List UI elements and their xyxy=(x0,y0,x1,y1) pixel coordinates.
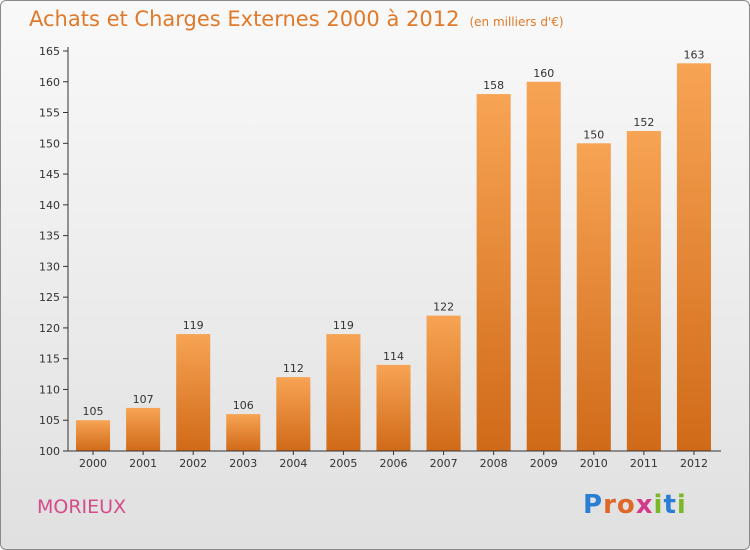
value-label-2004: 112 xyxy=(283,362,304,375)
bar-2010 xyxy=(576,143,611,451)
y-tick-label-150: 150 xyxy=(39,137,60,150)
logo-letter-2: o xyxy=(616,490,636,520)
chart-title: Achats et Charges Externes 2000 à 2012 (e… xyxy=(29,7,564,31)
x-tick-label-2003: 2003 xyxy=(229,457,257,470)
value-label-2006: 114 xyxy=(383,350,404,363)
y-tick-label-135: 135 xyxy=(39,230,60,243)
bar-2000 xyxy=(76,420,111,451)
labels-group: 105 2000 107 2001 119 2002 106 2003 112 2004 119 20… xyxy=(39,45,708,470)
y-tick-label-160: 160 xyxy=(39,76,60,89)
bar-2012 xyxy=(676,63,711,452)
x-tick-label-2005: 2005 xyxy=(329,457,357,470)
value-label-2005: 119 xyxy=(333,319,354,332)
value-label-2003: 106 xyxy=(233,399,254,412)
bar-2006 xyxy=(376,364,411,451)
y-tick-label-125: 125 xyxy=(39,291,60,304)
x-tick-label-2009: 2009 xyxy=(530,457,558,470)
value-label-2007: 122 xyxy=(433,301,454,314)
logo-letter-1: r xyxy=(603,490,617,520)
chart-unit: (en milliers d'€) xyxy=(469,15,564,29)
x-tick-label-2010: 2010 xyxy=(580,457,608,470)
logo-letter-5: t xyxy=(663,490,677,520)
bar-2001 xyxy=(126,407,161,451)
x-tick-label-2007: 2007 xyxy=(430,457,458,470)
proxiti-logo[interactable]: Proxiti xyxy=(583,490,687,520)
y-tick-label-115: 115 xyxy=(39,353,60,366)
bar-2007 xyxy=(426,315,461,451)
y-tick-label-105: 105 xyxy=(39,414,60,427)
value-label-2010: 150 xyxy=(583,128,604,141)
bar-2002 xyxy=(176,334,211,451)
bar-2005 xyxy=(326,334,361,451)
commune-name: MORIEUX xyxy=(37,496,127,518)
axes-group xyxy=(63,47,721,455)
x-tick-label-2012: 2012 xyxy=(680,457,708,470)
value-label-2002: 119 xyxy=(183,319,204,332)
y-tick-label-110: 110 xyxy=(39,383,60,396)
value-label-2000: 105 xyxy=(83,405,104,418)
y-tick-label-145: 145 xyxy=(39,168,60,181)
value-label-2001: 107 xyxy=(133,393,154,406)
bar-2009 xyxy=(526,81,561,452)
logo-letter-0: P xyxy=(583,490,604,520)
y-tick-label-130: 130 xyxy=(39,260,60,273)
bars-group xyxy=(76,63,711,452)
logo-letter-6: i xyxy=(676,490,687,520)
x-tick-label-2004: 2004 xyxy=(279,457,307,470)
x-tick-label-2000: 2000 xyxy=(79,457,107,470)
value-label-2011: 152 xyxy=(633,116,654,129)
bar-2003 xyxy=(226,414,261,451)
x-tick-label-2011: 2011 xyxy=(630,457,658,470)
x-tick-label-2002: 2002 xyxy=(179,457,207,470)
x-tick-label-2001: 2001 xyxy=(129,457,157,470)
value-label-2008: 158 xyxy=(483,79,504,92)
x-tick-label-2008: 2008 xyxy=(480,457,508,470)
y-tick-label-100: 100 xyxy=(39,445,60,458)
y-tick-label-140: 140 xyxy=(39,199,60,212)
logo-letter-3: x xyxy=(635,490,654,520)
bar-2011 xyxy=(626,131,661,451)
x-tick-label-2006: 2006 xyxy=(380,457,408,470)
y-tick-label-165: 165 xyxy=(39,45,60,58)
value-label-2012: 163 xyxy=(683,48,704,61)
y-tick-label-120: 120 xyxy=(39,322,60,335)
bar-2008 xyxy=(476,94,511,451)
logo-letter-4: i xyxy=(653,490,664,520)
chart-title-text: Achats et Charges Externes 2000 à 2012 xyxy=(29,7,460,31)
y-tick-label-155: 155 xyxy=(39,107,60,120)
value-label-2009: 160 xyxy=(533,67,554,80)
bar-2004 xyxy=(276,377,311,451)
